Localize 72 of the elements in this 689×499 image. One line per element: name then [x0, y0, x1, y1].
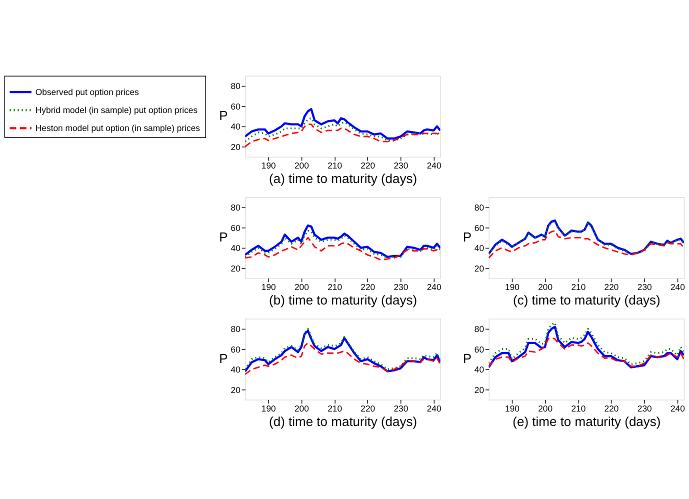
x-tick-label: 230	[637, 404, 652, 414]
y-tick-label: 40	[230, 243, 241, 254]
legend-label: Heston model put option (in sample) prices	[35, 123, 201, 134]
x-tick-label: 200	[294, 282, 310, 292]
x-tick-label: 210	[328, 160, 342, 171]
x-tick-label: 240	[670, 282, 686, 292]
line-series	[245, 224, 440, 258]
line-series	[488, 230, 684, 259]
y-tick-label: 20	[230, 263, 241, 274]
y-tick-label: 40	[230, 122, 241, 132]
y-tick-label: 80	[230, 202, 241, 213]
y-tick-label: 80	[230, 81, 241, 92]
line-series	[245, 230, 440, 259]
line-series	[245, 342, 440, 376]
x-tick-label: 230	[394, 160, 408, 171]
y-tick-label: 80	[474, 202, 484, 213]
y-tick-label: 20	[474, 384, 484, 395]
y-tick-label: 20	[474, 263, 484, 274]
y-axis-title: P	[219, 351, 228, 366]
x-tick-label: 200	[294, 404, 310, 414]
y-axis-title: P	[219, 108, 228, 124]
line-series	[245, 108, 440, 140]
x-tick-label: 230	[394, 282, 408, 292]
y-tick-label: 80	[230, 324, 241, 334]
line-series	[245, 124, 440, 148]
x-axis-title: (c) time to maturity (days)	[513, 292, 660, 308]
x-tick-label: 200	[538, 282, 553, 292]
x-tick-label: 240	[426, 404, 442, 414]
x-axis-title: (b) time to maturity (days)	[269, 292, 418, 308]
x-axis-title: (e) time to maturity (days)	[512, 414, 661, 430]
x-tick-label: 210	[328, 404, 342, 414]
x-tick-label: 220	[360, 160, 376, 171]
x-tick-label: 210	[571, 282, 586, 292]
y-tick-label: 40	[474, 364, 484, 375]
x-tick-label: 240	[426, 282, 442, 292]
x-tick-label: 190	[505, 404, 520, 414]
y-tick-label: 60	[474, 344, 484, 354]
y-tick-label: 20	[230, 384, 241, 395]
x-tick-label: 220	[360, 282, 376, 292]
line-series	[488, 337, 684, 367]
x-tick-label: 220	[604, 282, 619, 292]
y-axis-title: P	[462, 230, 472, 245]
x-tick-label: 210	[328, 282, 342, 292]
y-tick-label: 20	[230, 142, 241, 152]
y-tick-label: 60	[474, 222, 484, 233]
legend-label: Hybrid model (in sample) put option prices	[35, 104, 198, 115]
x-tick-label: 230	[637, 282, 652, 292]
x-tick-label: 190	[261, 282, 276, 292]
y-tick-label: 60	[230, 101, 241, 112]
x-tick-label: 190	[505, 282, 520, 292]
x-tick-label: 190	[261, 160, 276, 171]
y-tick-label: 80	[474, 324, 484, 334]
x-tick-label: 230	[394, 404, 408, 414]
x-tick-label: 190	[261, 404, 276, 414]
y-axis-title: P	[219, 230, 228, 245]
y-tick-label: 40	[230, 364, 241, 375]
line-series	[245, 236, 440, 261]
y-tick-label: 60	[230, 222, 241, 233]
x-axis-title: (d) time to maturity (days)	[269, 414, 418, 430]
y-tick-label: 40	[474, 243, 484, 254]
legend-label: Observed put option prices	[35, 86, 140, 97]
x-tick-label: 200	[294, 160, 310, 171]
x-tick-label: 220	[604, 404, 619, 414]
x-axis-title: (a) time to maturity (days)	[269, 171, 418, 186]
x-tick-label: 200	[538, 404, 553, 414]
y-tick-label: 60	[230, 344, 241, 354]
x-tick-label: 240	[670, 404, 686, 414]
y-axis-title: P	[462, 351, 472, 366]
line-series	[245, 117, 440, 142]
x-tick-label: 210	[571, 404, 586, 414]
x-tick-label: 220	[360, 404, 376, 414]
x-tick-label: 240	[426, 160, 442, 171]
